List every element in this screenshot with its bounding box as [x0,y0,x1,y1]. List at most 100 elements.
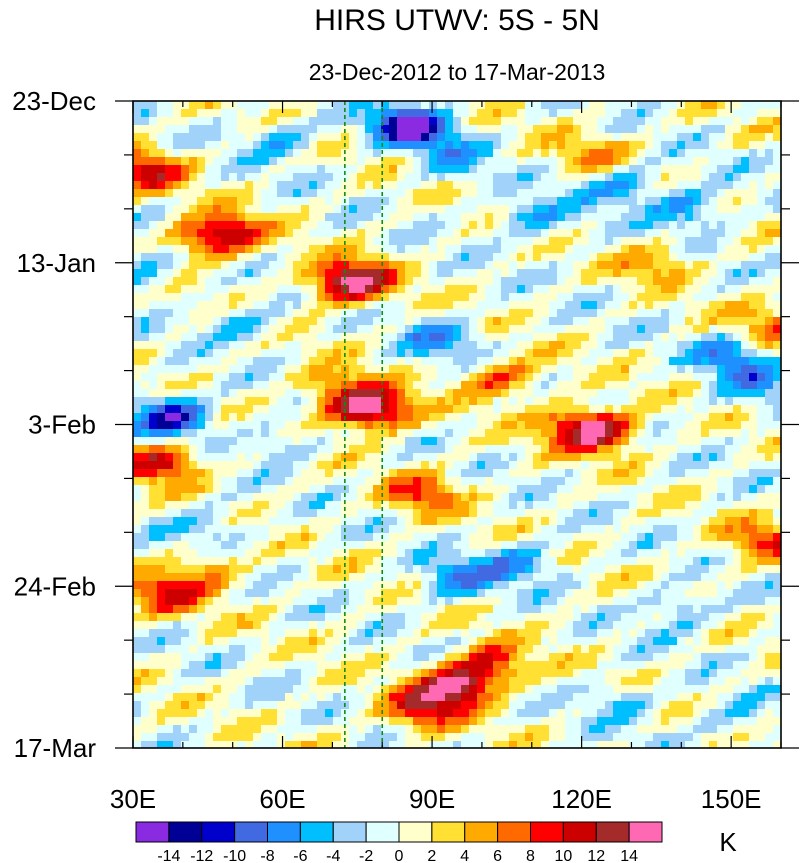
field-cell [757,493,766,502]
field-cell [661,157,670,166]
field-cell [213,461,222,470]
field-cell [709,549,718,558]
field-cell [525,365,534,374]
field-cell [773,181,781,190]
field-cell [461,349,470,358]
field-cell [213,189,222,198]
field-cell [629,525,638,534]
field-cell [149,173,158,182]
field-cell [381,365,390,374]
field-cell [381,349,390,358]
field-cell [389,149,398,158]
field-cell [557,213,566,222]
field-cell [709,421,718,430]
field-cell [533,173,542,182]
field-cell [277,301,286,310]
field-cell [157,357,166,366]
field-cell [157,437,166,446]
field-cell [565,365,574,374]
field-cell [557,117,566,126]
field-cell [661,357,670,366]
field-cell [749,165,758,174]
field-cell [365,213,374,222]
field-cell [189,381,198,390]
field-cell [405,477,414,486]
field-cell [237,221,246,230]
field-cell [133,357,142,366]
field-cell [565,157,574,166]
field-cell [509,109,518,118]
field-cell [589,381,598,390]
field-cell [381,221,390,230]
field-cell [621,309,630,318]
field-cell [693,261,702,270]
field-cell [685,349,694,358]
field-cell [749,389,758,398]
field-cell [309,221,318,230]
field-cell [629,189,638,198]
field-cell [221,565,230,574]
field-cell [397,245,406,254]
field-cell [461,309,470,318]
field-cell [533,317,542,326]
field-cell [165,429,174,438]
field-cell [717,269,726,278]
field-cell [685,205,694,214]
field-cell [437,101,446,110]
field-cell [517,549,526,558]
field-cell [213,117,222,126]
field-cell [581,205,590,214]
field-cell [413,189,422,198]
field-cell [733,101,742,110]
field-cell [677,485,686,494]
field-cell [517,565,526,574]
field-cell [397,541,406,550]
field-cell [389,261,398,270]
field-cell [549,445,558,454]
field-cell [165,397,174,406]
field-cell [389,357,398,366]
field-cell [341,277,350,286]
field-cell [421,213,430,222]
field-cell [445,389,454,398]
field-cell [429,253,438,262]
field-cell [637,541,646,550]
field-cell [525,501,534,510]
field-cell [149,501,158,510]
field-cell [637,141,646,150]
field-cell [709,581,718,590]
field-cell [517,349,526,358]
field-cell [237,125,246,134]
field-cell [669,581,678,590]
field-cell [517,501,526,510]
field-cell [293,461,302,470]
field-cell [293,189,302,198]
field-cell [149,293,158,302]
field-cell [285,589,294,598]
field-cell [717,581,726,590]
field-cell [133,205,142,214]
field-cell [221,389,230,398]
field-cell [301,173,310,182]
field-cell [485,557,494,566]
field-cell [309,101,318,110]
field-cell [165,461,174,470]
field-cell [525,333,534,342]
field-cell [541,293,550,302]
field-cell [245,581,254,590]
field-cell [253,189,262,198]
field-cell [533,421,542,430]
field-cell [373,213,382,222]
field-cell [349,541,358,550]
field-cell [741,549,750,558]
field-cell [205,421,214,430]
field-cell [477,581,486,590]
field-cell [365,277,374,286]
field-cell [421,453,430,462]
anomaly-field [133,101,781,748]
field-cell [613,549,622,558]
field-cell [221,317,230,326]
field-cell [133,133,142,142]
field-cell [549,317,558,326]
field-cell [605,469,614,478]
